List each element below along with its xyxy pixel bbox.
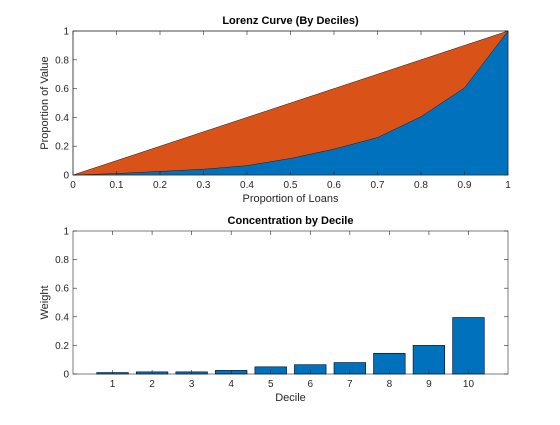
concentration-ytick-label: 0.6 bbox=[55, 284, 69, 295]
lorenz-xtick-label: 0.5 bbox=[284, 180, 298, 191]
concentration-ytick-label: 0.8 bbox=[55, 255, 69, 266]
concentration-xtick-label: 6 bbox=[307, 379, 313, 390]
concentration-xtick-label: 5 bbox=[268, 379, 274, 390]
concentration-xtick-label: 7 bbox=[347, 379, 353, 390]
lorenz-xtick-label: 1 bbox=[505, 180, 511, 191]
lorenz-ylabel: Proportion of Value bbox=[39, 56, 51, 149]
concentration-bar bbox=[413, 345, 445, 374]
lorenz-xtick-label: 0.9 bbox=[458, 180, 472, 191]
concentration-ylabel: Weight bbox=[39, 285, 51, 319]
lorenz-ytick-label: 0.2 bbox=[55, 142, 69, 153]
concentration-xtick-label: 2 bbox=[149, 379, 155, 390]
lorenz-title: Lorenz Curve (By Deciles) bbox=[222, 15, 359, 27]
concentration-xtick-label: 10 bbox=[463, 379, 475, 390]
lorenz-ytick-label: 0 bbox=[63, 171, 69, 182]
concentration-xlabel: Decile bbox=[275, 392, 306, 404]
lorenz-xtick-label: 0.6 bbox=[327, 180, 341, 191]
concentration-axes: 0 0.2 0.4 0.6 0.8 1 1 2 3 4 5 6 7 8 9 10 Concentration b… bbox=[39, 215, 508, 404]
concentration-xtick-label: 9 bbox=[426, 379, 432, 390]
lorenz-xtick-label: 0.4 bbox=[240, 180, 254, 191]
lorenz-xtick-label: 0.8 bbox=[414, 180, 428, 191]
lorenz-xlabel: Proportion of Loans bbox=[242, 193, 339, 205]
lorenz-xtick-label: 0.3 bbox=[197, 180, 211, 191]
concentration-ytick-label: 0.2 bbox=[55, 341, 69, 352]
lorenz-xtick-label: 0.2 bbox=[153, 180, 167, 191]
concentration-ytick-label: 1 bbox=[63, 227, 69, 238]
concentration-xtick-label: 3 bbox=[189, 379, 195, 390]
lorenz-axes: 0 0.2 0.4 0.6 0.8 1 0 0.1 0.2 0.3 0.4 0.5 0.6 0.7 0.8 0… bbox=[39, 15, 511, 205]
lorenz-xtick-label: 0 bbox=[70, 180, 76, 191]
concentration-title: Concentration by Decile bbox=[228, 215, 354, 227]
lorenz-ytick-label: 0.4 bbox=[55, 113, 69, 124]
concentration-xtick-label: 8 bbox=[387, 379, 393, 390]
concentration-xtick-label: 1 bbox=[110, 379, 116, 390]
concentration-bar bbox=[453, 318, 485, 374]
concentration-ytick-label: 0.4 bbox=[55, 312, 69, 323]
lorenz-xtick-label: 0.1 bbox=[110, 180, 124, 191]
lorenz-ytick-label: 0.8 bbox=[55, 55, 69, 66]
lorenz-ytick-label: 0.6 bbox=[55, 84, 69, 95]
lorenz-xtick-label: 0.7 bbox=[371, 180, 385, 191]
concentration-ytick-label: 0 bbox=[63, 370, 69, 381]
concentration-xtick-label: 4 bbox=[228, 379, 234, 390]
lorenz-ytick-label: 1 bbox=[63, 27, 69, 38]
